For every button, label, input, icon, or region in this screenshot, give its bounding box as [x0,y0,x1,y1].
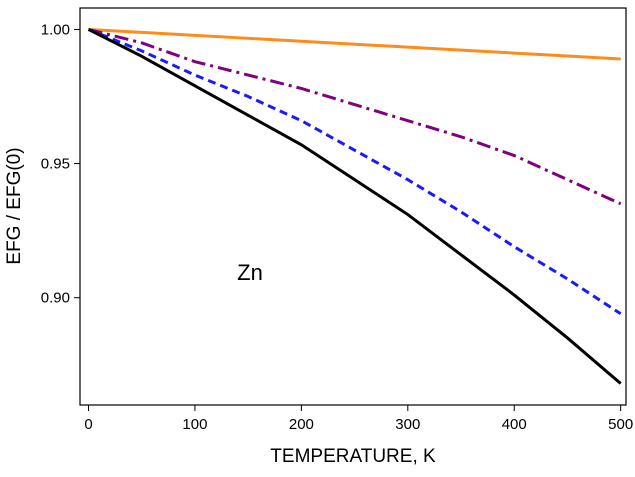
x-tick-label: 0 [84,416,92,433]
y-tick-label: 0.95 [41,156,70,173]
plot-frame [79,7,627,406]
series-line [88,27,621,61]
series-line [87,28,622,316]
series-line [88,28,622,206]
y-axis-label: EFG / EFG(0) [4,147,25,264]
x-tick-label: 100 [182,416,207,433]
x-tick-label: 300 [395,416,420,433]
y-tick-label: 0.90 [41,290,70,307]
series-line [87,28,622,385]
x-tick-label: 400 [502,416,527,433]
annotation: Zn [237,260,263,285]
y-tick-label: 1.00 [41,21,70,38]
x-tick-label: 500 [608,416,633,433]
x-axis-label: TEMPERATURE, K [270,446,436,467]
x-tick-label: 200 [289,416,314,433]
